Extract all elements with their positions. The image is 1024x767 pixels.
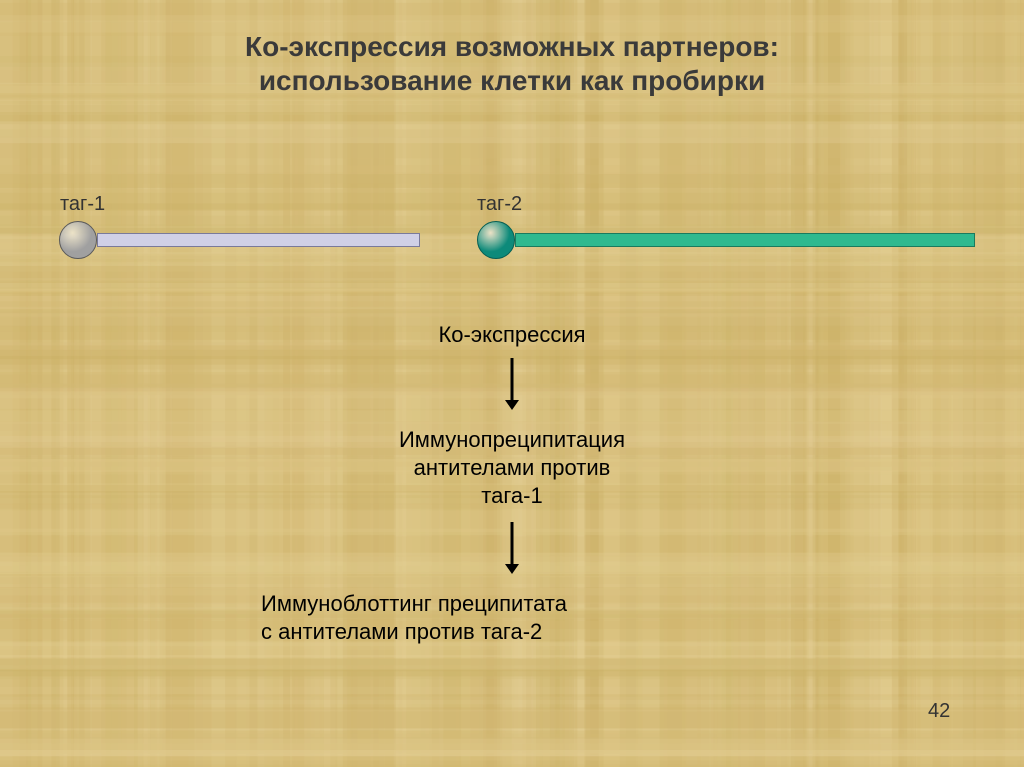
step-3-line-2: с антителами против тага-2 (261, 618, 1024, 646)
arrow-1 (498, 358, 526, 414)
protein-2-tag-ball (477, 221, 515, 259)
title-line-2: использование клетки как пробирки (0, 64, 1024, 98)
step-1-text: Ко-экспрессия (0, 322, 1024, 348)
step-3-line-1: Иммуноблоттинг преципитата (261, 590, 1024, 618)
step-3-immunoblotting: Иммуноблоттинг преципитата с антителами … (261, 590, 1024, 646)
protein-2-bar (515, 233, 975, 247)
arrow-2 (498, 522, 526, 578)
step-1-coexpression: Ко-экспрессия (0, 322, 1024, 348)
step-2-line-1: Иммунопреципитация (0, 426, 1024, 454)
title-line-1: Ко-экспрессия возможных партнеров: (0, 30, 1024, 64)
tag-1-label: таг-1 (60, 193, 105, 216)
slide-title: Ко-экспрессия возможных партнеров: испол… (0, 30, 1024, 98)
slide: Ко-экспрессия возможных партнеров: испол… (0, 0, 1024, 767)
tag-2-label: таг-2 (477, 193, 522, 216)
step-2-line-3: тага-1 (0, 482, 1024, 510)
protein-1-bar (97, 233, 420, 247)
step-2-line-2: антителами против (0, 454, 1024, 482)
page-number: 42 (928, 700, 950, 723)
step-2-immunoprecipitation: Иммунопреципитация антителами против таг… (0, 426, 1024, 510)
protein-1-tag-ball (59, 221, 97, 259)
